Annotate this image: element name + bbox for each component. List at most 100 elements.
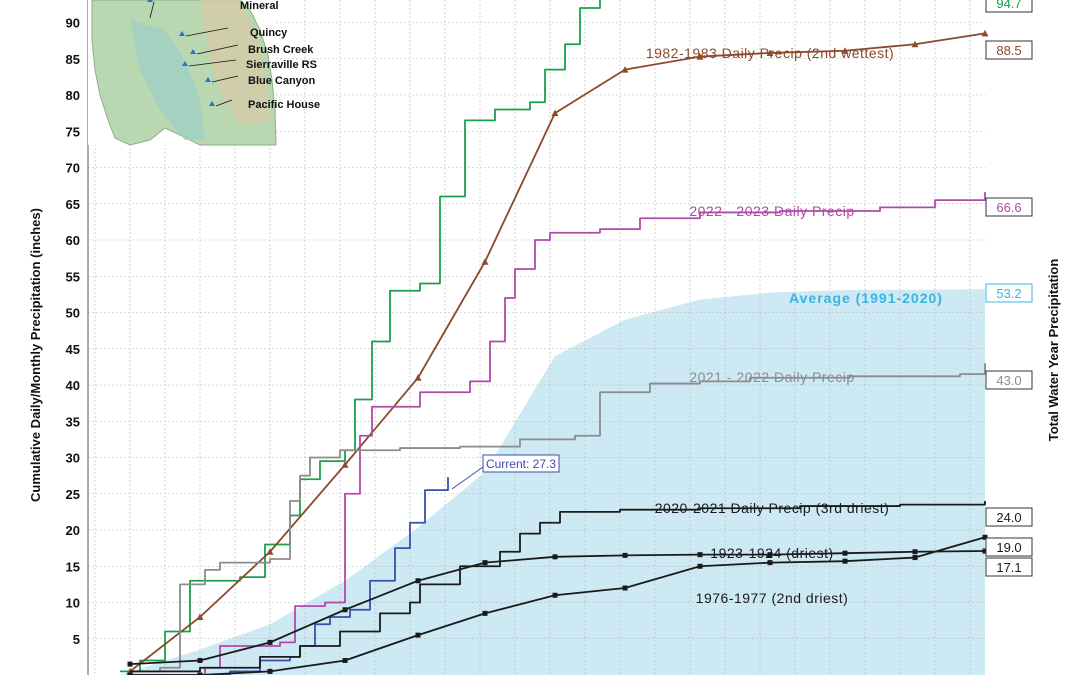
- total-box-wy2022: [985, 370, 1033, 390]
- total-box-driest: [985, 557, 1033, 577]
- central-valley-shape: [130, 20, 205, 140]
- station-marker: [205, 77, 211, 82]
- series-label-second_wettest: 1982-1983 Daily Precip (2nd wettest): [646, 45, 894, 61]
- series-marker-driest: [342, 607, 348, 613]
- series-label-average: Average (1991-2020): [789, 290, 943, 306]
- series-marker-second_wettest: [621, 66, 629, 73]
- series-marker-driest: [197, 658, 203, 663]
- series-marker-driest: [842, 550, 848, 556]
- total-value-boxes: 94.7 88.5 66.6 53.2 43.0 24.0 19.0 17.1: [985, 0, 1033, 577]
- y-tick-label: 55: [66, 269, 80, 284]
- current-callout-label: Current: 27.3: [486, 457, 556, 471]
- series-marker-second_driest: [842, 558, 848, 564]
- y-tick-label: 50: [66, 306, 80, 321]
- total-value-driest: 17.1: [996, 560, 1021, 575]
- total-value-wettest: 94.7: [996, 0, 1021, 11]
- series-marker-driest: [415, 578, 421, 584]
- station-marker: [190, 49, 196, 54]
- total-box-second_driest: [985, 537, 1033, 557]
- average-area-layer: [120, 289, 985, 675]
- series-marker-second_driest: [267, 668, 273, 674]
- y-tick-label: 5: [73, 632, 80, 647]
- series-marker-second_driest: [912, 555, 918, 561]
- series-marker-second_driest: [197, 672, 203, 675]
- station-marker: [147, 0, 153, 2]
- y-axis-label-left: Cumulative Daily/Monthly Precipitation (…: [28, 208, 43, 502]
- series-label-second_driest: 1976-1977 (2nd driest): [696, 590, 849, 606]
- series-marker-second_driest: [697, 563, 703, 569]
- y-tick-labels: 5101520253035404550556065707580859095: [66, 16, 80, 647]
- total-value-average: 53.2: [996, 286, 1021, 301]
- y-tick-label: 20: [66, 523, 80, 538]
- series-layer: [120, 0, 989, 675]
- y-tick-label: 75: [66, 124, 80, 139]
- series-marker-driest: [767, 552, 773, 558]
- series-line-wy2021: [130, 501, 986, 673]
- total-box-second_wettest: [985, 40, 1033, 60]
- series-label-wy2023: 2022 - 2023 Daily Precip: [689, 203, 854, 219]
- total-value-wy2021: 24.0: [996, 510, 1021, 525]
- y-tick-label: 40: [66, 378, 80, 393]
- station-map-inset: Mineral Quincy Brush Creek Sierraville RS Bl…: [88, 0, 320, 146]
- y-tick-label: 90: [66, 16, 80, 31]
- series-marker-driest: [982, 548, 988, 554]
- series-label-wy2022: 2021 - 2022 Daily Precip: [689, 369, 854, 385]
- series-marker-driest: [267, 639, 273, 645]
- series-marker-second_wettest: [341, 461, 349, 468]
- current-callout-leader: [451, 466, 484, 490]
- series-label-driest: 1923-1924 (driest): [710, 545, 833, 561]
- station-leader-line: [211, 75, 239, 83]
- series-marker-second_wettest: [766, 49, 774, 56]
- series-marker-second_wettest: [266, 548, 274, 555]
- total-box-average: [985, 283, 1033, 303]
- series-marker-second_driest: [482, 610, 488, 616]
- station-label: Quincy: [250, 27, 288, 39]
- series-marker-second_driest: [622, 585, 628, 591]
- series-marker-driest: [482, 560, 488, 566]
- series-marker-second_wettest: [696, 53, 704, 60]
- series-marker-driest: [622, 552, 628, 558]
- y-tick-label: 85: [66, 52, 80, 67]
- y-tick-label: 70: [66, 161, 80, 176]
- series-marker-second_driest: [342, 658, 348, 663]
- y-axis-label-right: Total Water Year Precipitation: [1046, 259, 1061, 442]
- total-value-wy2023: 66.6: [996, 200, 1021, 215]
- series-marker-second_wettest: [981, 29, 989, 37]
- station-label: Mineral: [240, 0, 279, 12]
- station-marker: [182, 61, 188, 66]
- series-label-wy2021: 2020-2021 Daily Precip (3rd driest): [655, 500, 890, 516]
- series-marker-second_driest: [552, 592, 558, 598]
- station-label: Pacific House: [248, 99, 320, 111]
- series-line-wy2023: [130, 192, 986, 675]
- series-marker-second_wettest: [196, 613, 204, 620]
- y-tick-label: 30: [66, 451, 80, 466]
- series-labels: 1982-1983 Daily Precip (2nd wettest) 2022…: [451, 45, 943, 606]
- series-marker-driest: [552, 554, 558, 560]
- series-line-wettest: [120, 0, 601, 673]
- total-box-wy2023: [985, 197, 1033, 217]
- station-marker: [179, 31, 185, 36]
- series-marker-driest: [697, 552, 703, 558]
- station-leader-line: [215, 99, 233, 107]
- station-leader-line: [149, 1, 155, 19]
- y-tick-label: 25: [66, 487, 80, 502]
- station-leader-line: [196, 44, 239, 55]
- series-marker-second_driest: [415, 632, 421, 638]
- sierra-region-shape: [200, 0, 270, 125]
- series-marker-driest: [912, 549, 918, 555]
- y-tick-label: 65: [66, 197, 80, 212]
- y-tick-label: 60: [66, 233, 80, 248]
- station-label: Brush Creek: [248, 44, 314, 56]
- total-box-wettest: [985, 0, 1033, 13]
- series-marker-second_driest: [982, 534, 988, 540]
- station-leader-line: [188, 59, 237, 67]
- series-line-wy2022: [130, 363, 986, 673]
- series-marker-second_wettest: [841, 47, 849, 54]
- series-marker-second_wettest: [551, 109, 559, 117]
- series-marker-second_wettest: [911, 40, 919, 48]
- y-tick-label: 35: [66, 414, 80, 429]
- series-marker-second_wettest: [414, 374, 422, 381]
- current-callout-box: [482, 454, 560, 473]
- total-box-wy2021: [985, 507, 1033, 527]
